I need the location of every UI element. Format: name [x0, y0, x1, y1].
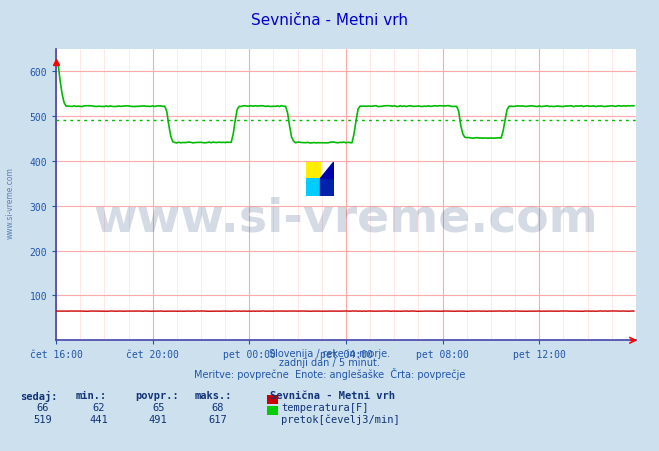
Polygon shape: [306, 162, 320, 179]
Text: min.:: min.:: [76, 390, 107, 400]
Polygon shape: [306, 162, 334, 196]
Text: pretok[čevelj3/min]: pretok[čevelj3/min]: [281, 414, 400, 424]
Text: 62: 62: [93, 402, 105, 412]
Text: Slovenija / reke in morje.: Slovenija / reke in morje.: [269, 348, 390, 358]
Text: temperatura[F]: temperatura[F]: [281, 402, 369, 412]
Text: 491: 491: [149, 414, 167, 424]
Text: Sevnična - Metni vrh: Sevnična - Metni vrh: [270, 390, 395, 400]
Text: Meritve: povprečne  Enote: anglešaške  Črta: povprečje: Meritve: povprečne Enote: anglešaške Črt…: [194, 367, 465, 379]
Text: sedaj:: sedaj:: [20, 390, 57, 401]
Text: www.si-vreme.com: www.si-vreme.com: [94, 196, 598, 241]
Text: Sevnična - Metni vrh: Sevnična - Metni vrh: [251, 13, 408, 28]
Text: maks.:: maks.:: [194, 390, 232, 400]
Polygon shape: [320, 179, 334, 196]
Text: zadnji dan / 5 minut.: zadnji dan / 5 minut.: [279, 358, 380, 368]
Text: 519: 519: [34, 414, 52, 424]
Text: www.si-vreme.com: www.si-vreme.com: [5, 167, 14, 239]
Text: 617: 617: [208, 414, 227, 424]
Text: 441: 441: [90, 414, 108, 424]
Polygon shape: [320, 162, 334, 179]
Text: povpr.:: povpr.:: [135, 390, 179, 400]
Text: 68: 68: [212, 402, 223, 412]
Text: 66: 66: [37, 402, 49, 412]
Text: 65: 65: [152, 402, 164, 412]
